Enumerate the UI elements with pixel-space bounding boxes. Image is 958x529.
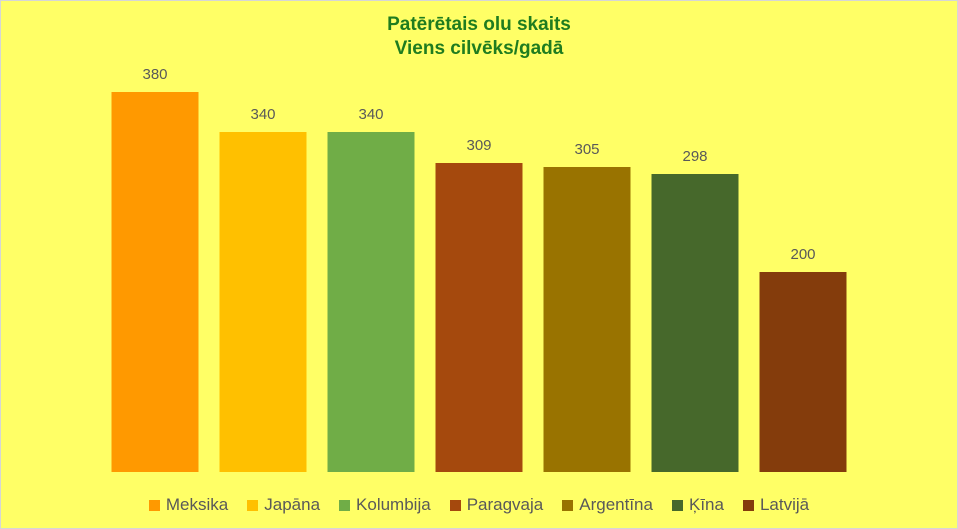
- chart-title-line2: Viens cilvēks/gadā: [394, 38, 564, 59]
- legend-label: Japāna: [264, 495, 321, 514]
- bar-column: 380: [111, 66, 199, 472]
- legend-label: Latvijā: [759, 495, 810, 514]
- legend-swatch-icon: [449, 499, 461, 511]
- bar-column: 200: [759, 246, 847, 472]
- bar-value-label: 380: [142, 66, 168, 83]
- bar-value-label: 309: [466, 137, 492, 154]
- bar-ķīna: [651, 174, 739, 472]
- legend-item-paragvaja: Paragvaja: [449, 495, 544, 515]
- legend-item-ķīna: Ķīna: [671, 495, 724, 515]
- bar-column: 305: [543, 141, 631, 472]
- bar-value-label: 340: [358, 106, 384, 123]
- plot-area: 380 340 340 309 305 298 200: [111, 66, 847, 472]
- bar-value-label: 340: [250, 106, 276, 123]
- bar-value-label: 305: [574, 141, 600, 158]
- bar-column: 340: [327, 106, 415, 472]
- legend-item-argentīna: Argentīna: [562, 495, 653, 515]
- bar-value-label: 200: [790, 246, 816, 263]
- legend-swatch-icon: [562, 499, 574, 511]
- legend: Meksika Japāna Kolumbija Paragvaja Argentīna…: [1, 495, 957, 515]
- legend-label: Argentīna: [579, 495, 653, 514]
- bar-column: 298: [651, 148, 739, 472]
- bar-argentīna: [543, 167, 631, 472]
- legend-item-kolumbija: Kolumbija: [339, 495, 431, 515]
- bar-value-label: 298: [682, 148, 708, 165]
- legend-swatch-icon: [148, 499, 160, 511]
- legend-swatch-icon: [247, 499, 259, 511]
- bar-japāna: [219, 132, 307, 472]
- bar-latvijā: [759, 272, 847, 472]
- chart-title: Patērētais olu skaits Viens cilvēks/gadā: [1, 13, 957, 61]
- bar-column: 309: [435, 137, 523, 472]
- bar-kolumbija: [327, 132, 415, 472]
- legend-label: Kolumbija: [356, 495, 431, 514]
- legend-label: Meksika: [165, 495, 229, 514]
- legend-item-japāna: Japāna: [247, 495, 320, 515]
- legend-label: Ķīna: [688, 495, 724, 514]
- legend-swatch-icon: [742, 499, 754, 511]
- bar-meksika: [111, 92, 199, 472]
- legend-swatch-icon: [671, 499, 683, 511]
- chart-title-line1: Patērētais olu skaits: [387, 14, 571, 35]
- legend-label: Paragvaja: [466, 495, 544, 514]
- legend-swatch-icon: [339, 499, 351, 511]
- bar-column: 340: [219, 106, 307, 472]
- bar-paragvaja: [435, 163, 523, 472]
- legend-item-latvijā: Latvijā: [742, 495, 810, 515]
- legend-item-meksika: Meksika: [148, 495, 229, 515]
